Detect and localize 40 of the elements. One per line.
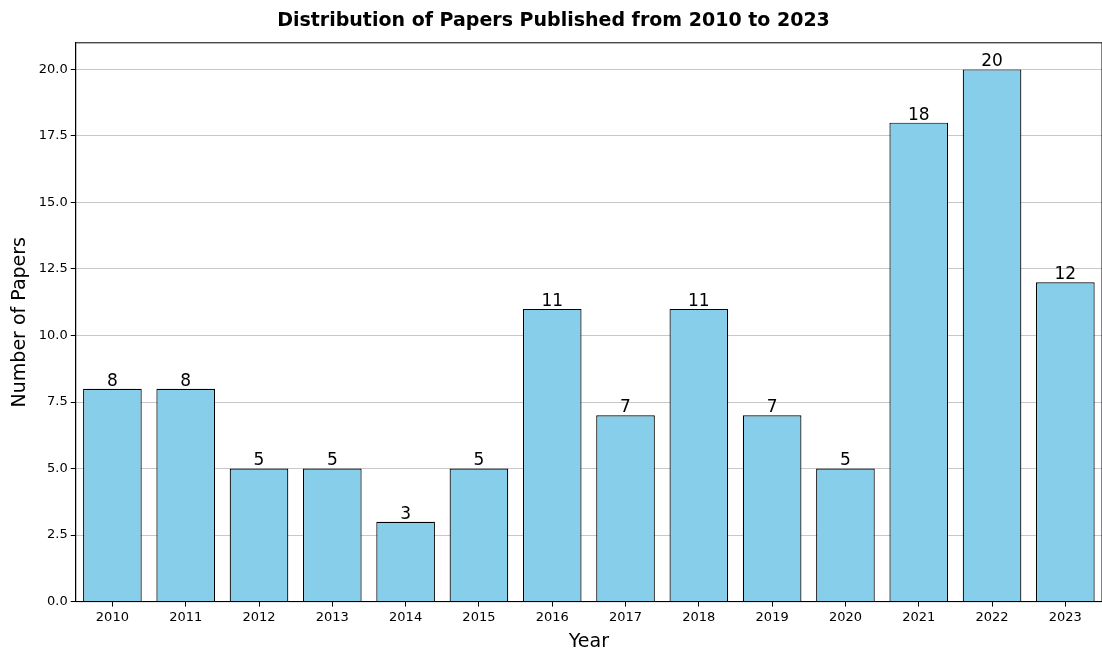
y-tick-label: 17.5 xyxy=(38,127,68,143)
x-tick-label: 2016 xyxy=(535,608,569,624)
x-tick-label: 2010 xyxy=(95,608,129,624)
y-axis-title: Number of Papers xyxy=(7,236,30,408)
data-label: 5 xyxy=(326,449,338,470)
x-tick-label: 2011 xyxy=(169,608,203,624)
y-tick-label: 15.0 xyxy=(38,193,68,209)
y-tick-label: 0.0 xyxy=(47,592,68,608)
x-tick-label: 2022 xyxy=(975,608,1009,624)
x-axis-title: Year xyxy=(567,628,610,651)
data-label: 8 xyxy=(106,369,118,390)
data-label: 5 xyxy=(840,449,851,470)
y-tick-label: 20.0 xyxy=(38,60,68,76)
y-tick-label: 5.0 xyxy=(47,459,68,475)
x-tick-label: 2012 xyxy=(242,608,276,624)
data-label: 12 xyxy=(1054,263,1077,284)
data-label: 5 xyxy=(473,449,485,470)
x-tick-label: 2021 xyxy=(902,608,936,624)
x-tick-label: 2020 xyxy=(828,608,862,624)
data-label: 7 xyxy=(766,396,778,417)
x-tick-label: 2018 xyxy=(682,608,716,624)
data-label: 5 xyxy=(253,449,265,470)
x-tick-label: 2015 xyxy=(462,608,496,624)
y-tick-label: 7.5 xyxy=(47,393,68,409)
x-tick-label: 2014 xyxy=(389,608,423,624)
x-tick-label: 2013 xyxy=(315,608,349,624)
y-tick-label: 10.0 xyxy=(38,326,68,342)
y-tick-label: 2.5 xyxy=(47,526,68,542)
data-label: 11 xyxy=(541,289,564,310)
x-tick-label: 2023 xyxy=(1048,608,1082,624)
x-tick-label: 2017 xyxy=(608,608,643,624)
data-label: 8 xyxy=(180,369,192,390)
data-label: 18 xyxy=(907,103,930,124)
data-label: 11 xyxy=(688,289,710,310)
chart-title: Distribution of Papers Published from 2010 to 2023 xyxy=(277,8,830,31)
data-label: 7 xyxy=(620,396,631,417)
x-tick-label: 2019 xyxy=(755,608,789,624)
data-label: 3 xyxy=(400,502,412,523)
y-tick-label: 12.5 xyxy=(38,260,68,276)
data-label: 20 xyxy=(981,50,1003,71)
